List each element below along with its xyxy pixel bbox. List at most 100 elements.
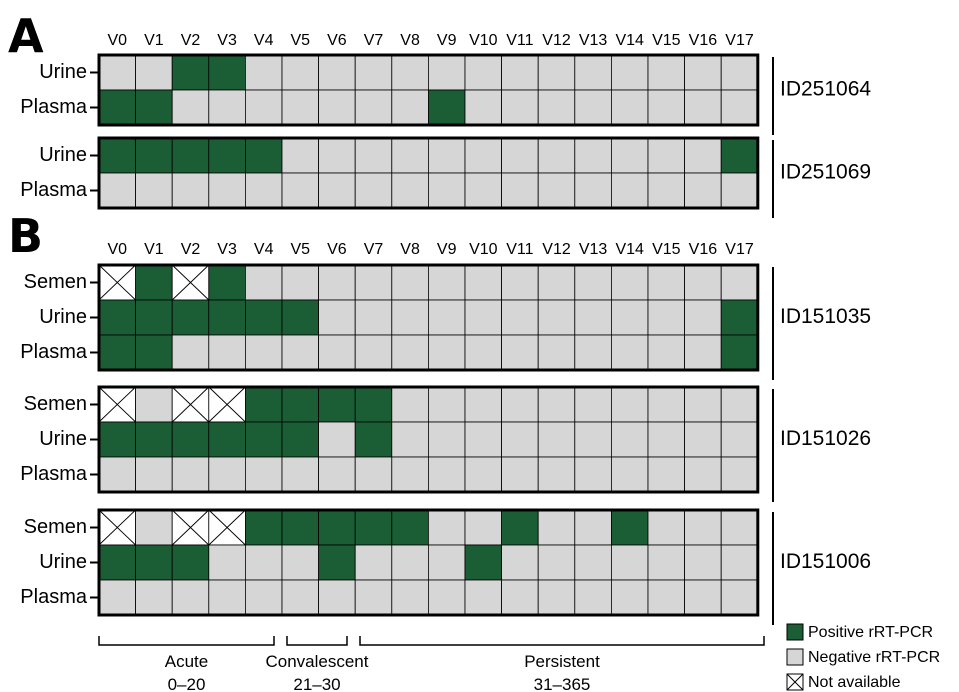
cell-negative bbox=[537, 172, 576, 209]
cell-negative bbox=[281, 172, 319, 209]
specimen-label: Plasma bbox=[20, 96, 88, 118]
cell-negative bbox=[574, 456, 612, 493]
cell-negative bbox=[574, 172, 612, 209]
cell-negative bbox=[281, 264, 319, 301]
cell-negative bbox=[720, 89, 759, 126]
legend-cross-line bbox=[786, 673, 804, 691]
cell-positive bbox=[354, 386, 393, 423]
cell-negative bbox=[501, 544, 539, 581]
visit-tick-label: V7 bbox=[364, 32, 384, 49]
cell-negative bbox=[244, 544, 283, 581]
cell-negative bbox=[281, 54, 319, 91]
cell-positive bbox=[318, 544, 356, 581]
block-border bbox=[97, 136, 760, 210]
cell-negative bbox=[391, 386, 429, 423]
cell-negative bbox=[135, 54, 173, 91]
legend-label: Not available bbox=[808, 674, 901, 691]
cell-positive bbox=[208, 421, 246, 458]
cell-negative bbox=[391, 334, 429, 371]
visit-tick-label: V4 bbox=[254, 32, 274, 49]
cell-negative bbox=[647, 509, 685, 546]
cell-negative bbox=[537, 334, 576, 371]
block-border bbox=[97, 263, 760, 372]
cell-positive bbox=[208, 137, 246, 174]
cell-positive bbox=[244, 509, 283, 546]
cell-positive bbox=[208, 54, 246, 91]
na-cross-line bbox=[171, 386, 210, 423]
cell-negative bbox=[611, 54, 649, 91]
cell-negative bbox=[537, 89, 576, 126]
cell-negative bbox=[208, 544, 246, 581]
cell-negative bbox=[244, 172, 283, 209]
panel-letter: B bbox=[8, 209, 43, 263]
visit-tick-label: V5 bbox=[291, 241, 311, 258]
cell-negative bbox=[427, 334, 466, 371]
legend-item: Positive rRT-PCR bbox=[786, 623, 933, 641]
specimen-label: Plasma bbox=[20, 179, 88, 201]
cell-negative bbox=[720, 421, 759, 458]
na-cross-line bbox=[208, 386, 246, 423]
cell-negative bbox=[171, 456, 210, 493]
cell-negative bbox=[684, 386, 722, 423]
cell-negative bbox=[647, 579, 685, 616]
cell-negative bbox=[354, 137, 393, 174]
cell-negative bbox=[720, 386, 759, 423]
cell-negative bbox=[135, 579, 173, 616]
cell-negative bbox=[464, 172, 502, 209]
cell-negative bbox=[684, 54, 722, 91]
visit-tick-label: V3 bbox=[217, 32, 237, 49]
patient-block: Semen Urine Plasma ID151026 bbox=[20, 385, 871, 502]
cell-negative bbox=[171, 334, 210, 371]
cell-negative bbox=[537, 54, 576, 91]
visit-tick-label: V8 bbox=[400, 241, 420, 258]
cell-positive bbox=[171, 137, 210, 174]
phase-bracket: Convalescent 21–30 bbox=[265, 636, 369, 692]
visit-tick-label: V17 bbox=[725, 241, 754, 258]
cell-negative bbox=[574, 509, 612, 546]
cell-negative bbox=[98, 172, 136, 209]
cell-negative bbox=[574, 386, 612, 423]
patient-block: Semen Urine Plasma ID151035 bbox=[20, 263, 871, 380]
specimen-label: Urine bbox=[39, 61, 87, 83]
cell-positive bbox=[171, 421, 210, 458]
patient-id-label: ID151006 bbox=[780, 550, 871, 573]
cell-negative bbox=[574, 54, 612, 91]
specimen-label: Plasma bbox=[20, 341, 88, 363]
cell-negative bbox=[537, 299, 576, 336]
cell-negative bbox=[464, 137, 502, 174]
cell-negative bbox=[611, 544, 649, 581]
cell-negative bbox=[427, 172, 466, 209]
cell-negative bbox=[281, 334, 319, 371]
cell-negative bbox=[427, 579, 466, 616]
cell-negative bbox=[647, 54, 685, 91]
cell-negative bbox=[391, 264, 429, 301]
legend-swatch bbox=[786, 623, 804, 641]
cell-positive bbox=[244, 386, 283, 423]
cell-positive bbox=[98, 334, 136, 371]
cell-negative bbox=[391, 54, 429, 91]
cell-negative bbox=[537, 421, 576, 458]
cell-negative bbox=[318, 456, 356, 493]
cell-negative bbox=[318, 89, 356, 126]
cell-negative bbox=[647, 89, 685, 126]
cell-negative bbox=[281, 544, 319, 581]
cell-positive bbox=[135, 137, 173, 174]
visit-tick-label: V13 bbox=[579, 32, 608, 49]
cell-negative bbox=[537, 544, 576, 581]
cell-positive bbox=[391, 509, 429, 546]
cell-negative bbox=[647, 544, 685, 581]
cell-negative bbox=[427, 509, 466, 546]
cell-negative bbox=[611, 137, 649, 174]
cell-negative bbox=[647, 264, 685, 301]
cell-positive bbox=[281, 386, 319, 423]
cell-negative bbox=[391, 421, 429, 458]
cell-negative bbox=[208, 89, 246, 126]
cell-negative bbox=[464, 299, 502, 336]
cell-negative bbox=[574, 264, 612, 301]
cell-negative bbox=[537, 137, 576, 174]
cell-negative bbox=[244, 54, 283, 91]
panel-letter: A bbox=[8, 9, 44, 63]
cell-negative bbox=[574, 579, 612, 616]
cell-positive bbox=[720, 299, 759, 336]
cell-negative bbox=[647, 299, 685, 336]
